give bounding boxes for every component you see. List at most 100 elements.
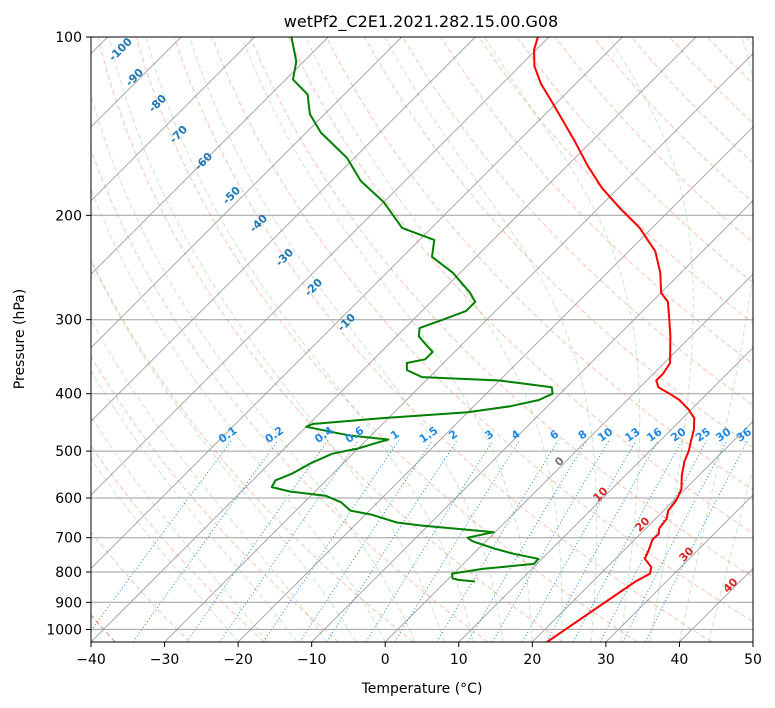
dry-adiabat-label: -50 <box>220 184 243 207</box>
dry-adiabat-label: 30 <box>677 544 697 564</box>
dry-adiabats <box>91 37 753 642</box>
x-axis-label: Temperature (°C) <box>361 681 483 697</box>
dry-adiabat <box>326 37 753 491</box>
moist-adiabats <box>91 37 753 642</box>
plot-area <box>91 37 753 642</box>
y-tick-label: 100 <box>55 30 82 46</box>
dry-adiabat <box>211 37 753 623</box>
moist-adiabat <box>484 37 641 642</box>
mixing-ratio-line <box>546 440 659 642</box>
mixing-ratio-line <box>365 440 494 642</box>
pressure-grid <box>91 37 753 630</box>
mixing-ratio-label: 6 <box>547 427 561 442</box>
dry-adiabat-label: 0 <box>552 454 567 469</box>
isotherm <box>164 52 753 642</box>
moist-adiabat <box>91 369 298 642</box>
mixing-ratio-label: 1 <box>388 427 402 442</box>
isotherm <box>237 126 753 642</box>
moist-adiabat <box>608 37 694 642</box>
mixing-ratio-label: 4 <box>509 427 523 442</box>
isotherm <box>91 37 623 570</box>
mixing-ratio-line <box>219 440 359 642</box>
chart-title: wetPf2_C2E1.2021.282.15.00.G08 <box>284 12 558 32</box>
moist-adiabat <box>678 37 753 642</box>
isotherm <box>605 494 753 642</box>
moist-adiabat <box>241 37 533 642</box>
dry-adiabat-label: -90 <box>123 66 146 89</box>
dry-adiabat <box>516 37 753 284</box>
dry-adiabat <box>402 37 753 407</box>
mixing-ratio-line <box>394 440 520 642</box>
dry-adiabat <box>91 355 340 642</box>
mixing-ratio-line <box>644 440 749 642</box>
dry-adiabat <box>554 37 753 244</box>
dry-adiabat <box>478 37 753 324</box>
y-tick-label: 400 <box>55 387 82 403</box>
isotherm <box>458 347 753 642</box>
isotherm <box>91 37 329 275</box>
line-labels: 0.1 0.2 0.4 0.6 1 1.5 2 3 4 6 8 10 13 16 20 25 30 36-100-… <box>106 35 754 596</box>
dry-adiabat <box>707 37 753 85</box>
moist-adiabat <box>91 188 386 642</box>
dry-adiabat <box>91 531 191 642</box>
moist-adiabat <box>189 37 504 642</box>
dewpoint-profile <box>270 37 554 583</box>
mixing-ratio-line <box>599 440 708 642</box>
x-tick-label: −20 <box>223 652 253 668</box>
isotherm <box>752 641 753 642</box>
isotherm <box>91 37 476 423</box>
dry-adiabat <box>249 37 753 578</box>
x-tick-label: −10 <box>297 652 327 668</box>
temperature-profile <box>533 37 696 642</box>
dry-adiabat-label: 40 <box>721 575 741 595</box>
isotherm <box>384 273 753 642</box>
dry-adiabat-label: -20 <box>302 276 325 299</box>
dry-adiabat-label: -100 <box>106 35 135 64</box>
moist-adiabat <box>384 37 598 642</box>
mixing-ratio-label: 30 <box>713 425 733 445</box>
moist-adiabat <box>708 467 753 642</box>
mixing-ratio-line <box>467 440 587 642</box>
x-tick-label: 10 <box>450 652 468 668</box>
mixing-ratio-label: 0.2 <box>263 424 286 446</box>
x-tick-label: 0 <box>381 652 390 668</box>
mixing-ratio-label: 2 <box>446 427 460 442</box>
dry-adiabat <box>364 37 753 449</box>
moist-adiabat <box>91 457 239 642</box>
mixing-ratio-line <box>572 440 683 642</box>
dry-adiabat <box>91 445 265 642</box>
x-axis: −40 −30 −20 −10 0 10 20 30 40 50 <box>76 642 762 668</box>
x-tick-label: 30 <box>597 652 615 668</box>
isotherms <box>91 37 753 642</box>
x-tick-label: −30 <box>150 652 180 668</box>
mixing-ratio-label: 3 <box>482 427 496 442</box>
y-tick-label: 900 <box>55 595 82 611</box>
moist-adiabat <box>305 37 563 642</box>
moist-adiabat <box>91 415 268 642</box>
moist-adiabat <box>91 259 357 642</box>
mixing-ratio-label: 10 <box>595 425 615 445</box>
mixing-ratio-label: 16 <box>644 425 664 445</box>
dry-adiabat <box>91 148 489 642</box>
x-tick-label: −40 <box>76 652 106 668</box>
mixing-ratio-line <box>326 440 458 642</box>
y-tick-label: 800 <box>55 565 82 581</box>
mixing-ratio-label: 36 <box>734 425 754 445</box>
x-tick-label: 50 <box>744 652 762 668</box>
mixing-ratio-label: 0.6 <box>343 424 367 446</box>
dry-adiabat-label: -70 <box>167 123 190 146</box>
isotherm <box>531 420 753 642</box>
moist-adiabat <box>108 37 445 642</box>
isotherm <box>91 37 403 349</box>
y-tick-label: 300 <box>55 313 82 329</box>
dry-adiabat-label: -30 <box>273 246 296 269</box>
mixing-ratio-lines <box>91 440 749 642</box>
isotherm <box>91 37 550 496</box>
y-axis-label: Pressure (hPa) <box>12 289 28 389</box>
dry-adiabat <box>745 37 753 46</box>
plot-frame <box>90 36 754 643</box>
dry-adiabat <box>135 37 638 642</box>
mixing-ratio-label: 0.4 <box>312 424 336 446</box>
mixing-ratio-label: 25 <box>693 425 713 444</box>
y-tick-label: 1000 <box>46 622 82 638</box>
